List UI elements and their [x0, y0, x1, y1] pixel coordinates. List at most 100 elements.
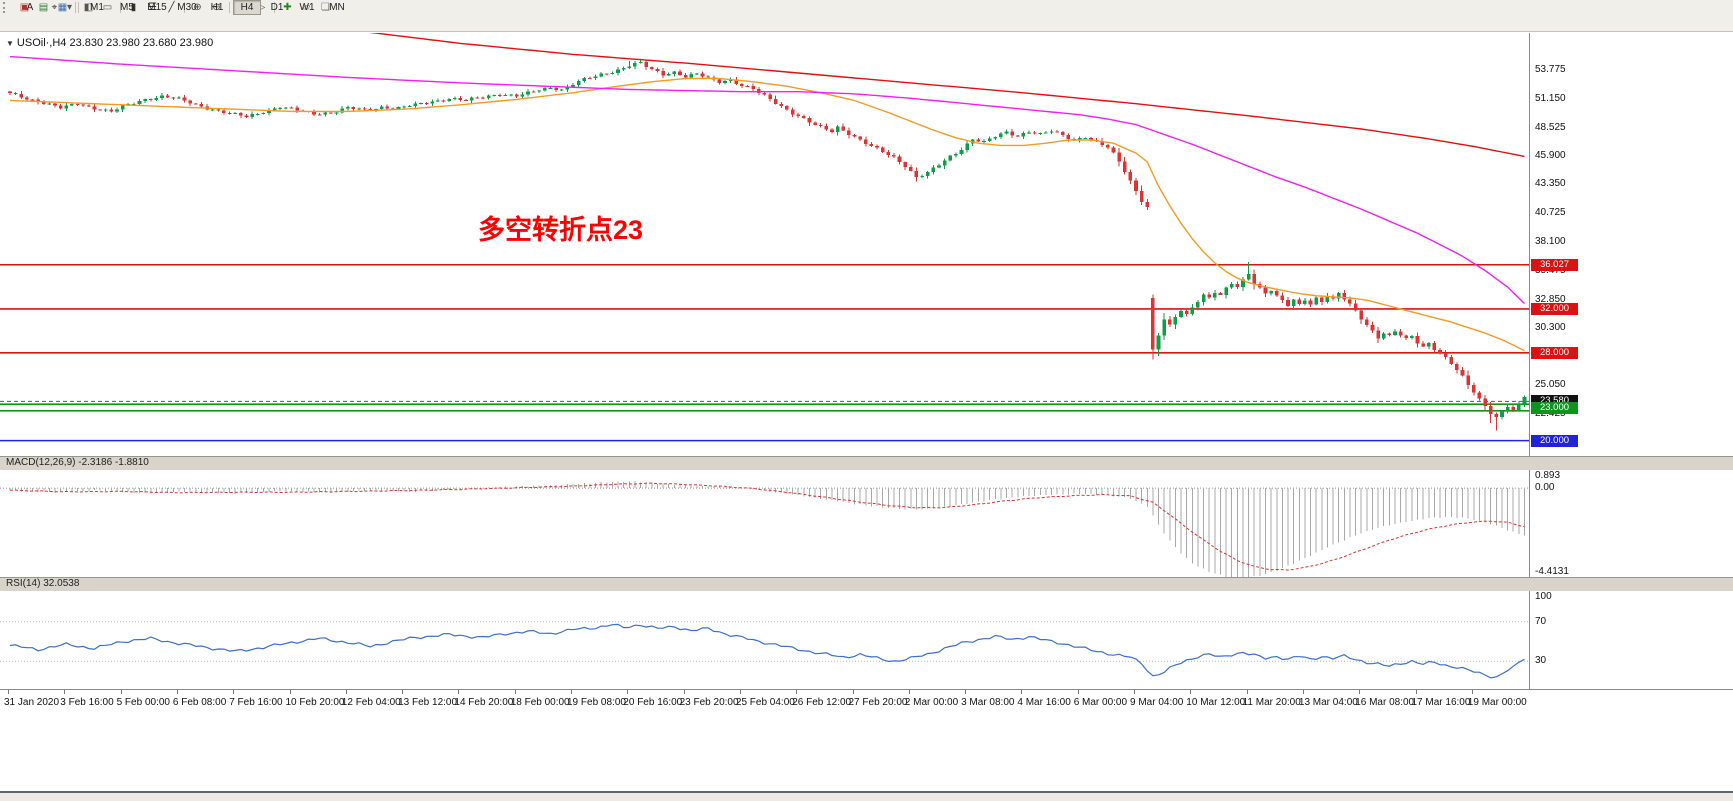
templates-icon[interactable]: ▱	[302, 2, 311, 13]
time-label: 4 Mar 16:00	[1017, 697, 1071, 708]
toolbar: ▣▤▦◧▭▮☰╱⊕⊖▶▷✚▱❏ A ⌖ ▾ M1M5M15M30H1H4D1W1…	[0, 0, 1733, 32]
price-axis[interactable]: 53.775 51.150 48.525 45.900 43.350 40.725 38.1…	[1529, 33, 1733, 457]
ma-slow-red-line	[369, 33, 1525, 158]
price-tick-label: 53.775	[1535, 64, 1566, 75]
rsi-label: RSI(14) 32.0538	[6, 578, 80, 589]
chart-annotation: 多空转折点23	[478, 215, 644, 245]
rsi-axis[interactable]: 100 70 30	[1529, 591, 1733, 689]
timeframe-button-mn[interactable]: MN	[329, 2, 345, 13]
navigator-icon[interactable]: ◧	[83, 2, 94, 13]
time-label: 18 Feb 00:00	[510, 697, 570, 708]
timeframe-button-d1[interactable]: D1	[270, 2, 284, 13]
price-tick-label: 38.100	[1535, 236, 1566, 247]
candlestick-chart[interactable]	[0, 33, 1530, 457]
time-tick	[458, 690, 460, 694]
time-label: 14 Feb 20:00	[454, 697, 514, 708]
charts-icon[interactable]: ▦	[57, 2, 68, 13]
time-label: 12 Feb 04:00	[341, 697, 401, 708]
time-label: 13 Mar 04:00	[1298, 697, 1358, 708]
chart-dropdown-triangle-icon[interactable]: ▼	[6, 39, 14, 48]
timeframe-button-m15[interactable]: M15	[147, 2, 167, 13]
candlestick-chart-icon[interactable]: ▮	[130, 2, 137, 13]
market-watch-icon[interactable]: ▤	[38, 2, 49, 13]
line-chart-icon[interactable]: ╱	[168, 2, 175, 13]
time-label: 5 Feb 00:00	[116, 697, 170, 708]
time-tick	[345, 690, 347, 694]
timeframe-group: M1 M5 M15 M30 H1 H4 D1 W1 MN	[82, 0, 352, 15]
price-tick-label: 25.050	[1535, 379, 1566, 391]
zoom-in-icon[interactable]: ⊕	[193, 2, 202, 13]
time-label: 6 Mar 00:00	[1073, 697, 1128, 708]
new-order-icon[interactable]: ▣	[19, 2, 30, 13]
candles	[8, 59, 1527, 431]
macd-tick-label: 0.893	[1535, 470, 1561, 481]
macd-signal-line	[9, 482, 1525, 571]
time-label: 10 Mar 12:00	[1186, 697, 1246, 708]
time-tick	[1471, 690, 1473, 694]
time-tick	[1190, 690, 1192, 694]
macd-chart[interactable]	[0, 470, 1530, 578]
time-tick	[571, 690, 572, 694]
price-tick-label: 45.900	[1535, 150, 1566, 162]
time-label: 6 Feb 08:00	[172, 697, 227, 708]
timeframe-button-m1[interactable]: M1	[90, 2, 104, 13]
chart-shift-icon[interactable]: ▷	[257, 2, 266, 13]
time-label: 9 Mar 04:00	[1130, 697, 1184, 708]
terminal-icon[interactable]: ▭	[102, 2, 113, 13]
time-tick	[402, 690, 404, 694]
time-axis[interactable]: 31 Jan 2020 3 Feb 16:00 5 Feb 00:00 6 Feb 0…	[0, 689, 1733, 716]
rsi-panel-divider[interactable]: RSI(14) 32.0538	[0, 577, 1733, 592]
macd-histogram	[9, 481, 1525, 578]
time-tick	[739, 690, 741, 694]
time-label: 25 Feb 04:00	[735, 697, 795, 708]
time-tick	[1302, 690, 1304, 694]
macd-panel-divider[interactable]: MACD(12,26,9) -2.3186 -1.8810	[0, 456, 1733, 471]
toolbar-separator	[75, 2, 76, 13]
time-tick	[1246, 690, 1248, 694]
time-tick	[852, 690, 854, 694]
macd-axis[interactable]: 0.893 0.00 -4.4131	[1529, 470, 1733, 578]
main-chart-pane[interactable]: ▼ USOil·,H4 23.830 23.980 23.680 23.980 多…	[0, 33, 1733, 457]
chevron-down-icon[interactable]: ▾	[66, 2, 73, 13]
toolbar-separator	[274, 2, 275, 13]
toolbar-separator	[184, 2, 185, 13]
zoom-out-icon[interactable]: ⊖	[212, 2, 221, 13]
time-label: 26 Feb 12:00	[792, 697, 852, 708]
price-tag: 28.000	[1531, 346, 1578, 359]
horizontal-lines	[0, 263, 1530, 442]
macd-pane[interactable]	[0, 470, 1733, 578]
tile-windows-icon[interactable]: ❏	[321, 2, 330, 13]
timeframe-button-m5[interactable]: M5	[120, 2, 134, 13]
macd-tick-label: -4.4131	[1535, 566, 1569, 577]
time-tick	[1134, 690, 1135, 694]
toolbar-row-2: A ⌖ ▾ M1 M5 M15 M30 H1 H4 D1 W1 MN	[0, 0, 352, 15]
timeframe-button-h4[interactable]: H4	[233, 0, 261, 15]
time-tick	[908, 690, 910, 694]
timeframe-button-h1[interactable]: H1	[210, 2, 224, 13]
rsi-pane[interactable]	[0, 591, 1733, 689]
price-tick-label: 51.150	[1535, 92, 1566, 104]
rsi-tick-label: 100	[1535, 591, 1552, 602]
bar-chart-icon[interactable]: ☰	[148, 2, 157, 13]
time-tick	[233, 690, 235, 694]
time-label: 3 Feb 16:00	[60, 697, 114, 708]
price-tick-label: 30.300	[1535, 321, 1566, 333]
time-label: 10 Feb 20:00	[285, 697, 345, 708]
timeframe-button-w1[interactable]: W1	[299, 2, 315, 13]
time-tick	[1415, 690, 1417, 694]
crosshair-icon[interactable]: ⌖	[51, 2, 58, 13]
rsi-line	[9, 623, 1525, 679]
annotate-text-button[interactable]: A	[26, 2, 34, 13]
timeframe-button-m30[interactable]: M30	[177, 2, 197, 13]
time-label: 7 Feb 16:00	[229, 697, 283, 708]
time-tick	[8, 690, 9, 694]
time-tick	[176, 690, 178, 694]
time-label: 13 Feb 12:00	[398, 697, 458, 708]
time-tick	[627, 690, 629, 694]
time-tick	[796, 690, 798, 694]
indicators-icon[interactable]: ✚	[283, 2, 292, 13]
rsi-tick-label: 30	[1535, 655, 1547, 667]
toolbar-grip-2[interactable]	[3, 2, 10, 13]
price-tag: 20.000	[1531, 434, 1578, 447]
rsi-chart[interactable]	[0, 591, 1530, 689]
